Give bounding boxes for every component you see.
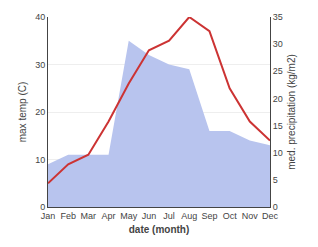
svg-text:30: 30 bbox=[35, 60, 45, 70]
svg-text:35: 35 bbox=[273, 12, 283, 22]
svg-text:20: 20 bbox=[273, 94, 283, 104]
svg-text:25: 25 bbox=[273, 66, 283, 76]
svg-text:Jan: Jan bbox=[41, 211, 56, 221]
svg-text:Jun: Jun bbox=[142, 211, 157, 221]
svg-text:max temp (C): max temp (C) bbox=[17, 82, 28, 143]
svg-text:Feb: Feb bbox=[60, 211, 76, 221]
svg-text:Aug: Aug bbox=[181, 211, 197, 221]
svg-text:Jul: Jul bbox=[163, 211, 175, 221]
svg-text:15: 15 bbox=[273, 121, 283, 131]
svg-text:Apr: Apr bbox=[102, 211, 116, 221]
svg-text:5: 5 bbox=[273, 175, 278, 185]
svg-text:May: May bbox=[120, 211, 138, 221]
svg-text:Sep: Sep bbox=[201, 211, 217, 221]
svg-text:date (month): date (month) bbox=[129, 224, 190, 235]
svg-text:Nov: Nov bbox=[242, 211, 259, 221]
svg-text:10: 10 bbox=[35, 155, 45, 165]
svg-text:0: 0 bbox=[273, 202, 278, 212]
svg-text:0: 0 bbox=[40, 202, 45, 212]
svg-text:20: 20 bbox=[35, 107, 45, 117]
svg-text:40: 40 bbox=[35, 12, 45, 22]
svg-text:Mar: Mar bbox=[81, 211, 97, 221]
svg-text:30: 30 bbox=[273, 39, 283, 49]
svg-text:med. precipitation (kg/m2): med. precipitation (kg/m2) bbox=[286, 54, 297, 170]
svg-text:Dec: Dec bbox=[262, 211, 279, 221]
svg-text:10: 10 bbox=[273, 148, 283, 158]
svg-text:Oct: Oct bbox=[223, 211, 238, 221]
